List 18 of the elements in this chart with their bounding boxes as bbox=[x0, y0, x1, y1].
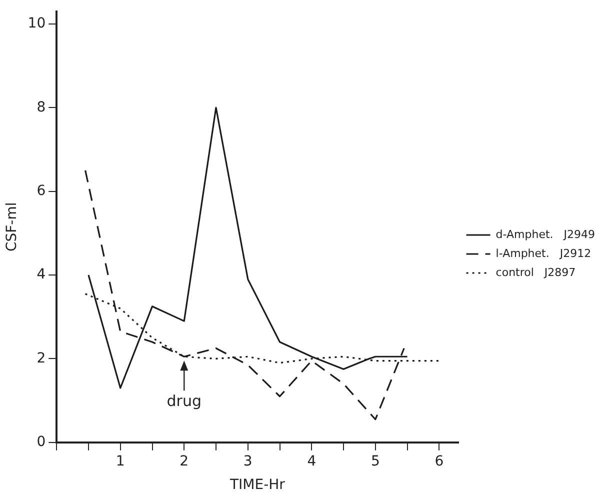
y-axis-title: CSF-ml bbox=[4, 202, 20, 252]
x-tick-label: 3 bbox=[243, 453, 252, 470]
legend-label: control J2897 bbox=[496, 266, 576, 279]
x-axis-title: TIME-Hr bbox=[228, 477, 286, 494]
legend-label: d-Amphet. J2949 bbox=[496, 228, 596, 241]
x-tick-label: 4 bbox=[307, 453, 316, 470]
x-tick-label: 2 bbox=[180, 453, 189, 470]
y-tick-label: 10 bbox=[28, 16, 46, 32]
y-tick-label: 6 bbox=[36, 182, 46, 199]
x-tick-label: 1 bbox=[116, 453, 125, 470]
y-tick-label: 4 bbox=[36, 266, 46, 283]
y-tick-label: 8 bbox=[36, 99, 46, 116]
y-tick-label: 2 bbox=[36, 350, 46, 366]
x-tick-label: 6 bbox=[434, 453, 444, 470]
annotation: drug bbox=[166, 392, 202, 410]
y-tick-label: 0 bbox=[36, 434, 46, 450]
legend-label: l-Amphet. J2912 bbox=[496, 246, 592, 260]
x-tick-label: 5 bbox=[370, 453, 380, 470]
